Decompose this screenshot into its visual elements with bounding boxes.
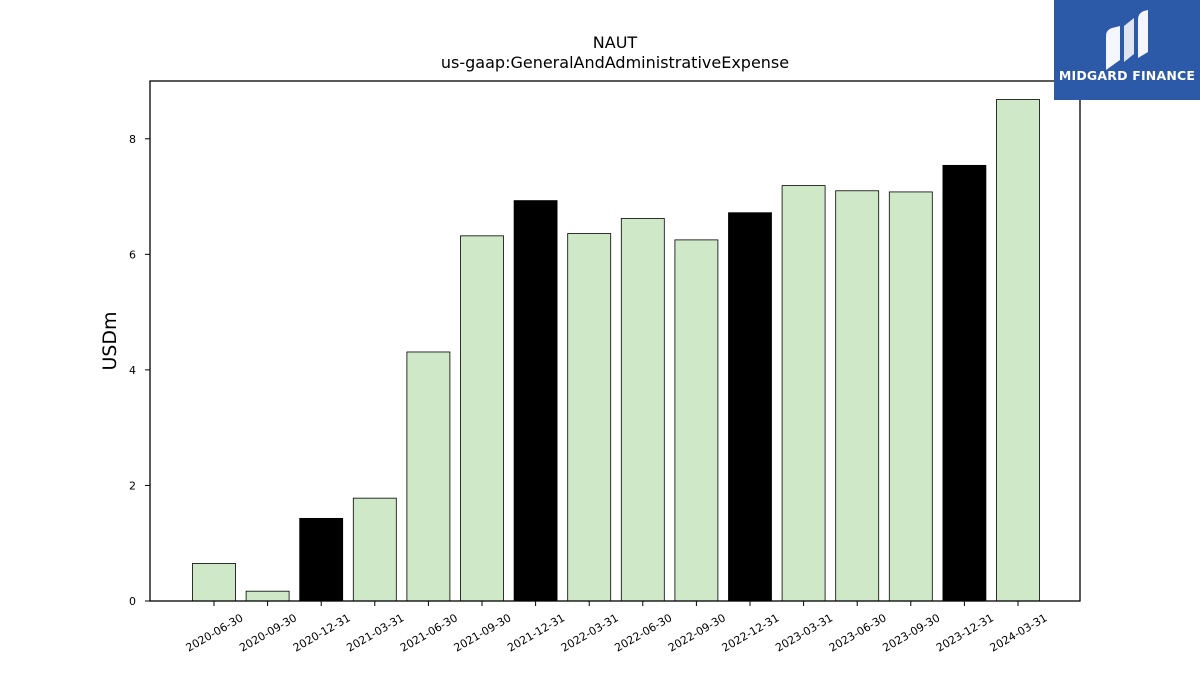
brand-logo: MIDGARD FINANCE [1054, 0, 1200, 100]
logo-text: MIDGARD FINANCE [1058, 68, 1196, 83]
midgard-m-icon [1106, 10, 1148, 70]
x-tick-label: 2022-06-30 [612, 611, 674, 654]
x-tick-label: 2023-12-31 [934, 611, 996, 654]
bar-2023-06-30 [835, 190, 880, 602]
bar-2020-06-30 [192, 563, 236, 602]
x-tick-label: 2020-12-31 [291, 611, 353, 654]
x-tick-label: 2022-09-30 [666, 611, 728, 654]
y-axis-label: USDm [99, 311, 121, 370]
y-tick-label: 0 [129, 595, 136, 608]
bars-group [192, 99, 1040, 602]
x-tick-label: 2020-06-30 [184, 611, 246, 654]
chart-title: NAUT [593, 33, 638, 52]
bar-2022-03-31 [567, 233, 612, 602]
bar-2021-03-31 [352, 497, 397, 602]
x-tick-label: 2021-09-30 [452, 611, 514, 654]
y-tick-label: 8 [129, 133, 136, 146]
x-tick-label: 2023-09-30 [880, 611, 942, 654]
x-tick-label: 2022-03-31 [559, 611, 621, 654]
bar-2021-12-31 [513, 200, 558, 602]
x-tick-label: 2024-03-31 [988, 611, 1050, 654]
x-ticks-group: 2020-06-302020-09-302020-12-312021-03-31… [184, 601, 1050, 655]
x-tick-label: 2022-12-31 [720, 611, 782, 654]
bar-2021-06-30 [406, 351, 451, 602]
y-tick-label: 2 [129, 479, 136, 492]
bar-2024-03-31 [996, 99, 1040, 602]
bar-2022-09-30 [674, 239, 719, 602]
bar-2023-12-31 [942, 164, 987, 602]
bar-2020-09-30 [245, 590, 290, 602]
bar-2022-12-31 [728, 212, 772, 602]
bar-2022-06-30 [620, 218, 665, 602]
x-tick-label: 2023-03-31 [773, 611, 835, 654]
y-tick-label: 4 [129, 364, 136, 377]
chart-subtitle: us-gaap:GeneralAndAdministrativeExpense [441, 53, 789, 72]
bar-2021-09-30 [460, 235, 504, 602]
x-tick-label: 2023-06-30 [827, 611, 889, 654]
bar-2020-12-31 [299, 517, 344, 602]
bar-2023-03-31 [781, 185, 826, 602]
x-tick-label: 2021-06-30 [398, 611, 460, 654]
y-tick-label: 6 [129, 248, 136, 261]
bar-2023-09-30 [888, 191, 933, 602]
y-ticks-group: 0 2 4 6 8 [129, 133, 150, 608]
x-tick-label: 2020-09-30 [237, 611, 299, 654]
x-tick-label: 2021-03-31 [344, 611, 406, 654]
plot-frame [149, 80, 1081, 602]
x-tick-label: 2021-12-31 [505, 611, 567, 654]
